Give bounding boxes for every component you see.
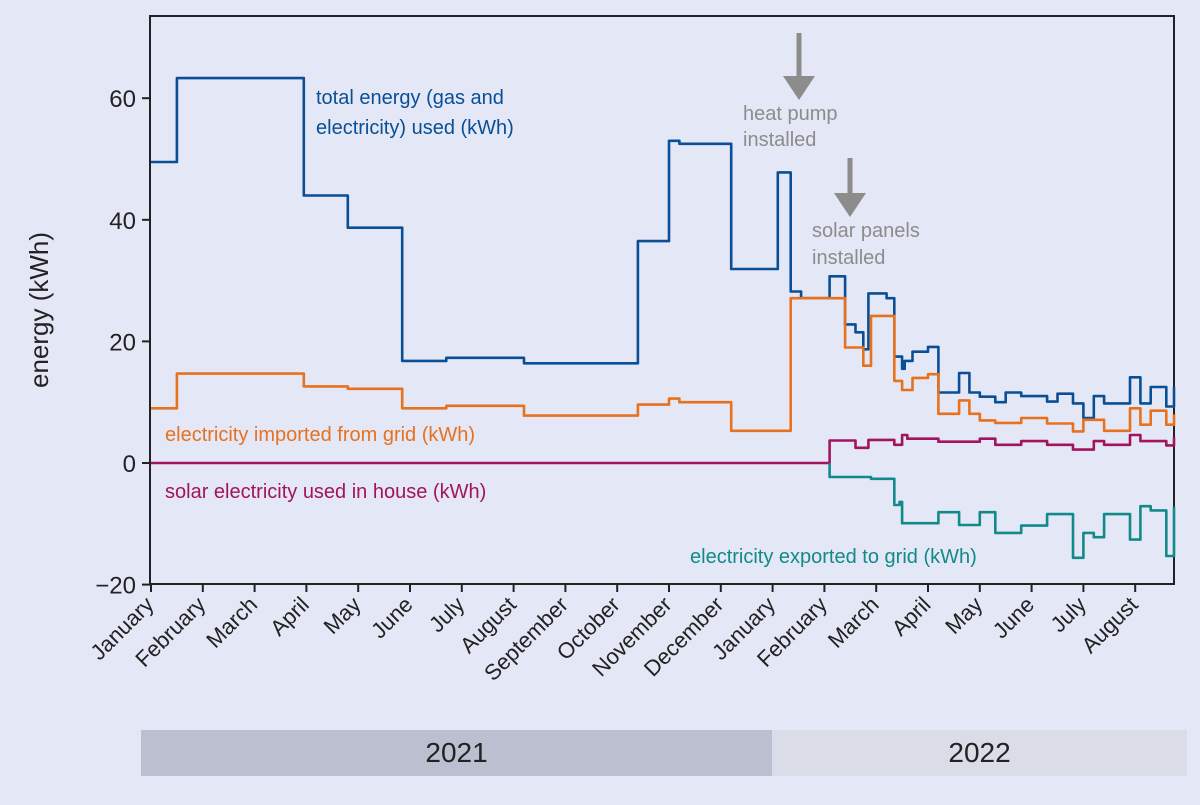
year-bar: 2021 2022 — [141, 730, 1187, 776]
label-exported: electricity exported to grid (kWh) — [690, 546, 977, 568]
x-tick-label: August — [1077, 592, 1143, 658]
annotation-arrow-head — [834, 193, 866, 217]
x-tick-label: April — [887, 592, 936, 641]
year-band — [141, 730, 773, 776]
x-tick-label: April — [265, 592, 314, 641]
x-tick-label: July — [424, 592, 469, 637]
annotation-line1: heat pump — [743, 103, 838, 125]
year-label: 2022 — [948, 737, 1010, 768]
label-total-line1: total energy (gas and — [316, 87, 504, 109]
y-tick-label: 60 — [109, 86, 136, 113]
y-tick-label: 20 — [109, 329, 136, 356]
annotation-line2: installed — [812, 247, 885, 269]
x-tick-label: March — [201, 592, 262, 653]
x-tick-label: June — [366, 592, 417, 643]
y-tick-label: −20 — [95, 573, 136, 600]
y-tick-label: 0 — [123, 451, 136, 478]
x-tick-label: May — [940, 592, 987, 639]
year-band — [772, 730, 1187, 776]
label-imported: electricity imported from grid (kWh) — [165, 424, 475, 446]
y-axis-label: energy (kWh) — [24, 232, 54, 388]
annotation-arrow-head — [783, 76, 815, 100]
series-line-solar — [151, 433, 1176, 465]
plot-frame — [149, 15, 1175, 585]
label-solar: solar electricity used in house (kWh) — [165, 481, 486, 503]
label-total-line2: electricity) used (kWh) — [316, 117, 514, 139]
y-ticks: −20 0 20 40 60 — [95, 86, 150, 600]
series-lines — [151, 76, 1176, 560]
x-tick-label: June — [988, 592, 1039, 643]
x-tick-label: March — [823, 592, 884, 653]
annotations: heat pump installed solar panels installed — [743, 33, 920, 269]
x-tick-label: July — [1046, 592, 1091, 637]
series-line-imported — [151, 296, 1176, 433]
series-line-total — [151, 76, 1176, 420]
year-label: 2021 — [425, 737, 487, 768]
series-line-exported — [828, 463, 1176, 560]
y-tick-label: 40 — [109, 208, 136, 235]
annotation-line2: installed — [743, 129, 816, 151]
x-tick-label: May — [319, 592, 366, 639]
annotation-line1: solar panels — [812, 220, 920, 242]
